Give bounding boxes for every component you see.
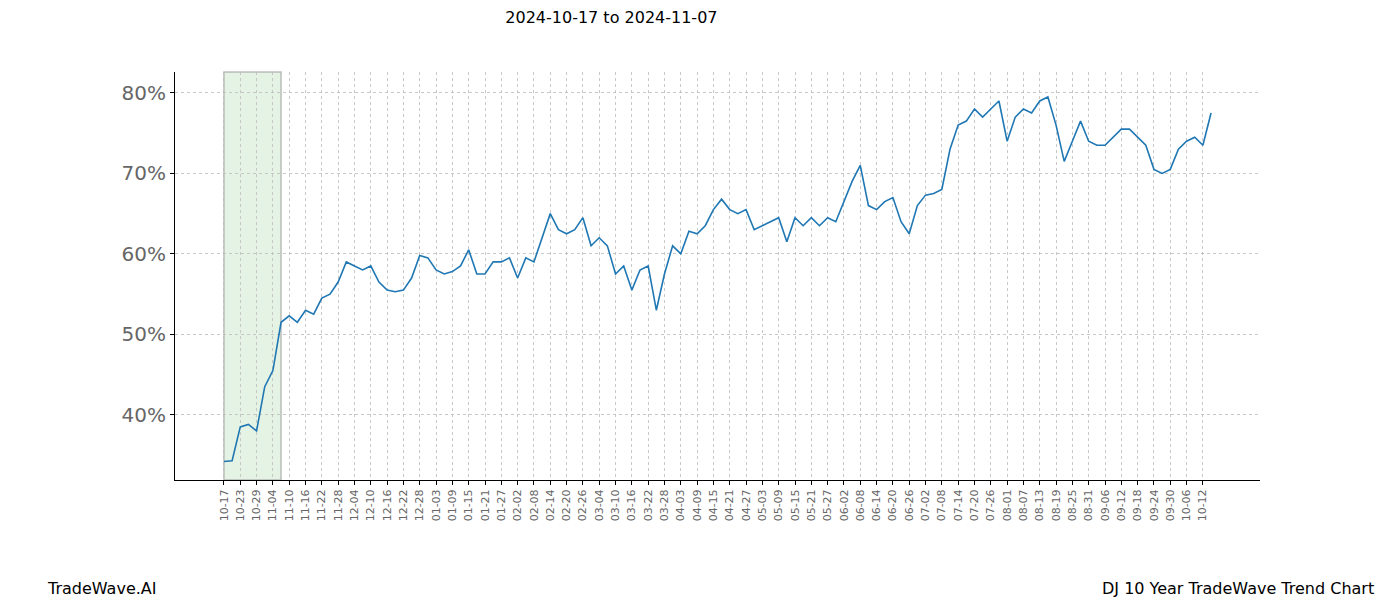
svg-text:08-01: 08-01: [1001, 489, 1014, 521]
svg-text:06-14: 06-14: [870, 489, 883, 521]
svg-text:12-10: 12-10: [364, 489, 377, 521]
svg-text:04-03: 04-03: [674, 489, 687, 521]
svg-text:04-15: 04-15: [707, 489, 720, 521]
svg-text:09-06: 09-06: [1099, 489, 1112, 521]
svg-text:12-16: 12-16: [381, 489, 394, 521]
svg-text:03-28: 03-28: [658, 489, 671, 521]
svg-text:50%: 50%: [122, 322, 166, 346]
svg-text:11-04: 11-04: [266, 489, 279, 521]
svg-text:08-31: 08-31: [1082, 489, 1095, 521]
svg-text:2024-10-17 to 2024-11-07: 2024-10-17 to 2024-11-07: [505, 8, 717, 27]
svg-text:05-21: 05-21: [805, 489, 818, 521]
svg-text:06-02: 06-02: [838, 489, 851, 521]
svg-text:03-04: 03-04: [593, 489, 606, 521]
svg-text:11-10: 11-10: [283, 489, 296, 521]
svg-text:01-15: 01-15: [462, 489, 475, 521]
svg-text:08-25: 08-25: [1066, 489, 1079, 521]
svg-text:03-22: 03-22: [642, 489, 655, 521]
svg-text:11-28: 11-28: [332, 489, 345, 521]
svg-text:06-26: 06-26: [903, 489, 916, 521]
svg-text:80%: 80%: [122, 81, 166, 105]
svg-text:02-08: 02-08: [528, 489, 541, 521]
svg-text:01-03: 01-03: [430, 489, 443, 521]
svg-text:DJ 10 Year TradeWave Trend Cha: DJ 10 Year TradeWave Trend Chart: [1102, 579, 1374, 598]
svg-text:07-20: 07-20: [968, 489, 981, 521]
svg-text:40%: 40%: [122, 403, 166, 427]
svg-text:08-13: 08-13: [1033, 489, 1046, 521]
svg-text:03-16: 03-16: [625, 489, 638, 521]
svg-text:TradeWave.AI: TradeWave.AI: [47, 579, 156, 598]
svg-text:07-26: 07-26: [984, 489, 997, 521]
svg-text:03-10: 03-10: [609, 489, 622, 521]
svg-text:02-14: 02-14: [544, 489, 557, 521]
svg-text:04-27: 04-27: [740, 489, 753, 521]
svg-text:09-30: 09-30: [1164, 489, 1177, 521]
svg-text:09-24: 09-24: [1148, 489, 1161, 521]
svg-text:05-09: 05-09: [772, 489, 785, 521]
svg-text:12-04: 12-04: [348, 489, 361, 521]
svg-text:05-27: 05-27: [821, 489, 834, 521]
svg-text:10-12: 10-12: [1196, 489, 1209, 521]
svg-text:11-22: 11-22: [315, 489, 328, 521]
svg-text:60%: 60%: [122, 242, 166, 266]
svg-text:11-16: 11-16: [299, 489, 312, 521]
svg-text:09-18: 09-18: [1131, 489, 1144, 521]
svg-text:02-20: 02-20: [560, 489, 573, 521]
svg-text:01-27: 01-27: [495, 489, 508, 521]
svg-text:05-15: 05-15: [789, 489, 802, 521]
svg-text:08-19: 08-19: [1050, 489, 1063, 521]
svg-text:01-21: 01-21: [479, 489, 492, 521]
svg-text:12-22: 12-22: [397, 489, 410, 521]
svg-text:04-21: 04-21: [723, 489, 736, 521]
svg-text:06-20: 06-20: [886, 489, 899, 521]
svg-text:06-08: 06-08: [854, 489, 867, 521]
svg-text:10-17: 10-17: [218, 489, 231, 521]
svg-text:02-26: 02-26: [576, 489, 589, 521]
svg-text:04-09: 04-09: [691, 489, 704, 521]
svg-text:07-02: 07-02: [919, 489, 932, 521]
svg-text:07-08: 07-08: [935, 489, 948, 521]
svg-text:08-07: 08-07: [1017, 489, 1030, 521]
svg-text:07-14: 07-14: [952, 489, 965, 521]
svg-text:10-06: 10-06: [1180, 489, 1193, 521]
svg-text:01-09: 01-09: [446, 489, 459, 521]
svg-text:02-02: 02-02: [511, 489, 524, 521]
svg-text:70%: 70%: [122, 161, 166, 185]
svg-text:12-28: 12-28: [413, 489, 426, 521]
svg-text:05-03: 05-03: [756, 489, 769, 521]
svg-text:09-12: 09-12: [1115, 489, 1128, 521]
svg-text:10-29: 10-29: [250, 489, 263, 521]
svg-text:10-23: 10-23: [234, 489, 247, 521]
